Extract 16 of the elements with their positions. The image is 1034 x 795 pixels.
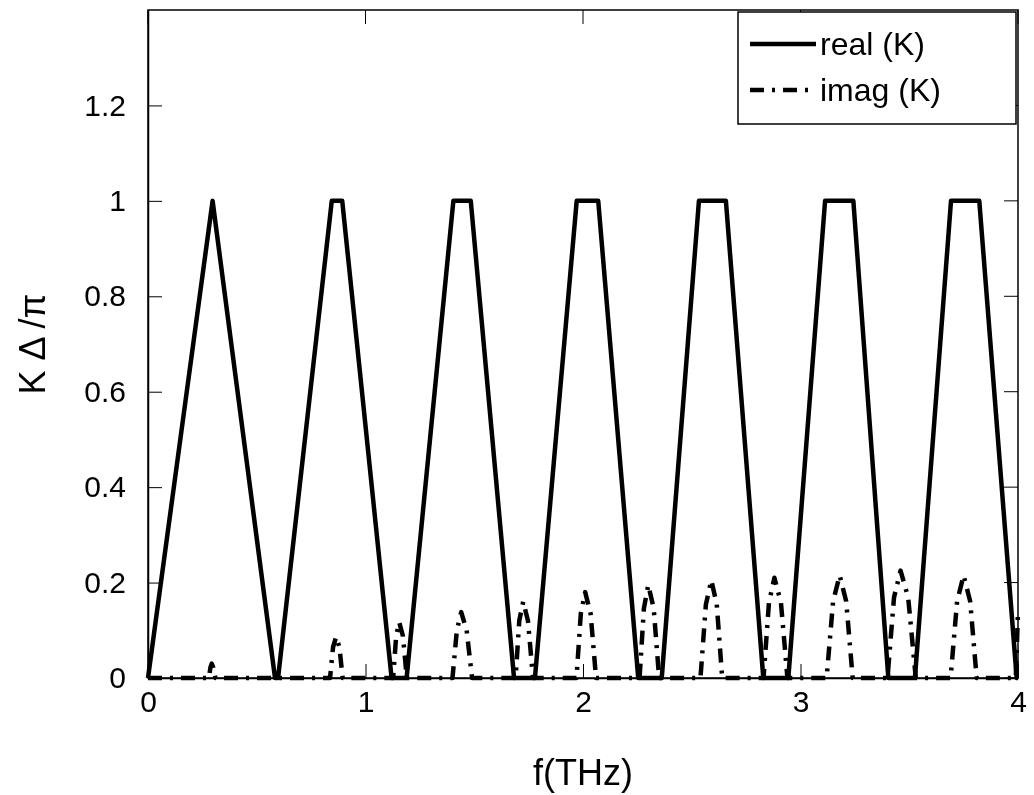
y-tick-label: 0.6 [84, 374, 126, 408]
x-tick-label: 2 [575, 685, 592, 718]
y-tick-label: 1.2 [84, 88, 126, 122]
y-axis-title: K Δ /π [12, 293, 53, 395]
x-tick-label: 0 [140, 685, 157, 718]
x-tick-label: 4 [1010, 685, 1027, 718]
x-tick-label: 1 [357, 685, 375, 718]
y-tick-label: 0.4 [84, 470, 126, 504]
y-tick-label: 0 [109, 661, 126, 695]
y-tick-label: 0.2 [84, 565, 126, 599]
y-tick-label: 0.8 [84, 279, 126, 313]
legend-label: imag (K) [820, 72, 941, 108]
legend-label: real (K) [820, 26, 925, 62]
y-tick-label: 1 [109, 183, 126, 217]
x-axis-title: f(THz) [533, 752, 633, 793]
x-tick-label: 3 [792, 685, 810, 718]
